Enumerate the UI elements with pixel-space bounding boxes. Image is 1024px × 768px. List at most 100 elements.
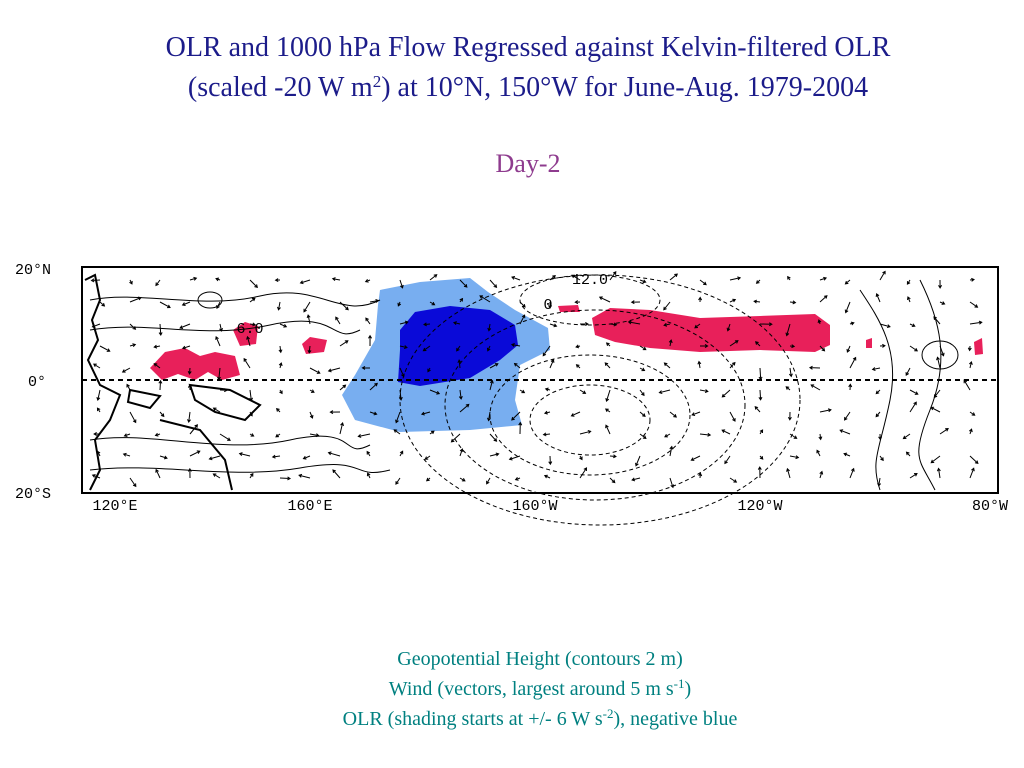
wind-vector xyxy=(786,467,791,479)
wind-vector xyxy=(579,467,588,479)
wind-vector xyxy=(789,300,797,305)
wind-vector xyxy=(129,411,137,424)
wind-vector xyxy=(902,433,911,440)
wind-vector xyxy=(729,298,737,303)
wind-vector xyxy=(91,474,101,479)
wind-vector xyxy=(452,321,461,326)
wind-vector xyxy=(819,276,828,281)
olr-positive xyxy=(866,338,872,348)
contour xyxy=(399,274,801,526)
wind-vector xyxy=(570,411,581,417)
wind-vector xyxy=(579,322,589,326)
wind-vector xyxy=(487,411,491,422)
wind-vector xyxy=(121,367,131,373)
wind-vector xyxy=(639,433,647,439)
wind-vector xyxy=(933,316,941,325)
caption-text: ) xyxy=(685,678,692,700)
wind-vector xyxy=(721,429,731,435)
wind-vector xyxy=(395,477,401,485)
wind-vector xyxy=(879,323,891,329)
wind-vector xyxy=(159,455,168,460)
wind-vector xyxy=(368,334,373,347)
wind-vector xyxy=(424,455,431,460)
wind-vector xyxy=(663,362,671,369)
wind-vector xyxy=(277,301,281,311)
contour xyxy=(921,340,959,370)
wind-vector xyxy=(93,432,101,437)
olr-positive xyxy=(592,308,830,352)
wind-vector xyxy=(789,344,796,349)
wind-vector xyxy=(249,297,256,303)
wind-vector xyxy=(789,433,798,439)
wind-vector xyxy=(395,411,401,424)
wind-vector xyxy=(729,361,736,369)
wind-vector xyxy=(848,383,853,391)
wind-vector xyxy=(543,474,551,479)
wind-vector xyxy=(663,322,671,327)
wind-vector xyxy=(939,345,945,357)
wind-vector xyxy=(129,323,137,330)
wind-vector xyxy=(969,301,979,308)
wind-vector xyxy=(663,301,671,311)
lon-label: 120°W xyxy=(737,498,782,515)
wind-vector xyxy=(658,389,671,395)
wind-vector xyxy=(819,345,826,352)
wind-vector xyxy=(968,360,973,369)
wind-vector xyxy=(699,344,709,348)
wind-vector xyxy=(129,279,133,285)
wind-vector xyxy=(817,319,822,325)
wind-vector xyxy=(96,407,101,413)
wind-vector xyxy=(189,450,201,457)
wind-vector xyxy=(216,301,221,310)
wind-vector xyxy=(332,469,341,479)
wind-vector xyxy=(249,411,253,417)
wind-vector xyxy=(459,403,470,413)
wind-vector xyxy=(339,340,349,347)
wind-vector xyxy=(819,408,832,413)
wind-vector xyxy=(458,389,463,400)
wind-vector xyxy=(604,408,611,413)
wind-vector xyxy=(669,411,677,418)
contour xyxy=(529,384,651,456)
wind-vector xyxy=(758,367,763,381)
wind-vector xyxy=(489,379,494,391)
wind-vector xyxy=(212,407,221,413)
lon-label: 160°E xyxy=(287,498,332,515)
wind-vector xyxy=(187,383,192,391)
wind-vector xyxy=(939,428,949,435)
wind-vector xyxy=(844,279,851,285)
wind-vector xyxy=(909,473,918,479)
wind-vector xyxy=(609,271,617,281)
wind-vector xyxy=(181,301,191,306)
olr-positive xyxy=(974,338,983,355)
lat-label: 20°S xyxy=(15,486,51,503)
wind-vector xyxy=(249,279,258,289)
wind-vector xyxy=(249,472,254,479)
wind-vector xyxy=(246,335,251,347)
wind-vector xyxy=(936,467,941,479)
wind-vector xyxy=(427,367,431,373)
superscript: 2 xyxy=(373,72,382,91)
wind-vector xyxy=(511,411,521,421)
wind-vector xyxy=(187,467,192,479)
wind-vector xyxy=(969,277,975,282)
wind-vector xyxy=(361,365,371,370)
wind-vector xyxy=(787,275,791,281)
wind-vector xyxy=(879,343,886,348)
wind-vector xyxy=(669,477,675,489)
wind-vector xyxy=(278,345,283,354)
caption-line: Wind (vectors, largest around 5 m s-1) xyxy=(389,676,691,701)
wind-vector xyxy=(187,411,191,424)
caption-text: Geopotential Height (contours 2 m) xyxy=(397,648,683,670)
wind-vector xyxy=(238,452,251,457)
wind-vector xyxy=(785,323,791,337)
contour-label: 0 xyxy=(543,297,552,314)
wind-vector xyxy=(969,467,975,479)
wind-vector xyxy=(906,279,911,285)
wind-vector xyxy=(930,455,941,464)
wind-vector xyxy=(179,323,191,329)
wind-vector xyxy=(366,450,371,457)
wind-vector xyxy=(489,452,500,457)
wind-vector xyxy=(849,321,855,326)
